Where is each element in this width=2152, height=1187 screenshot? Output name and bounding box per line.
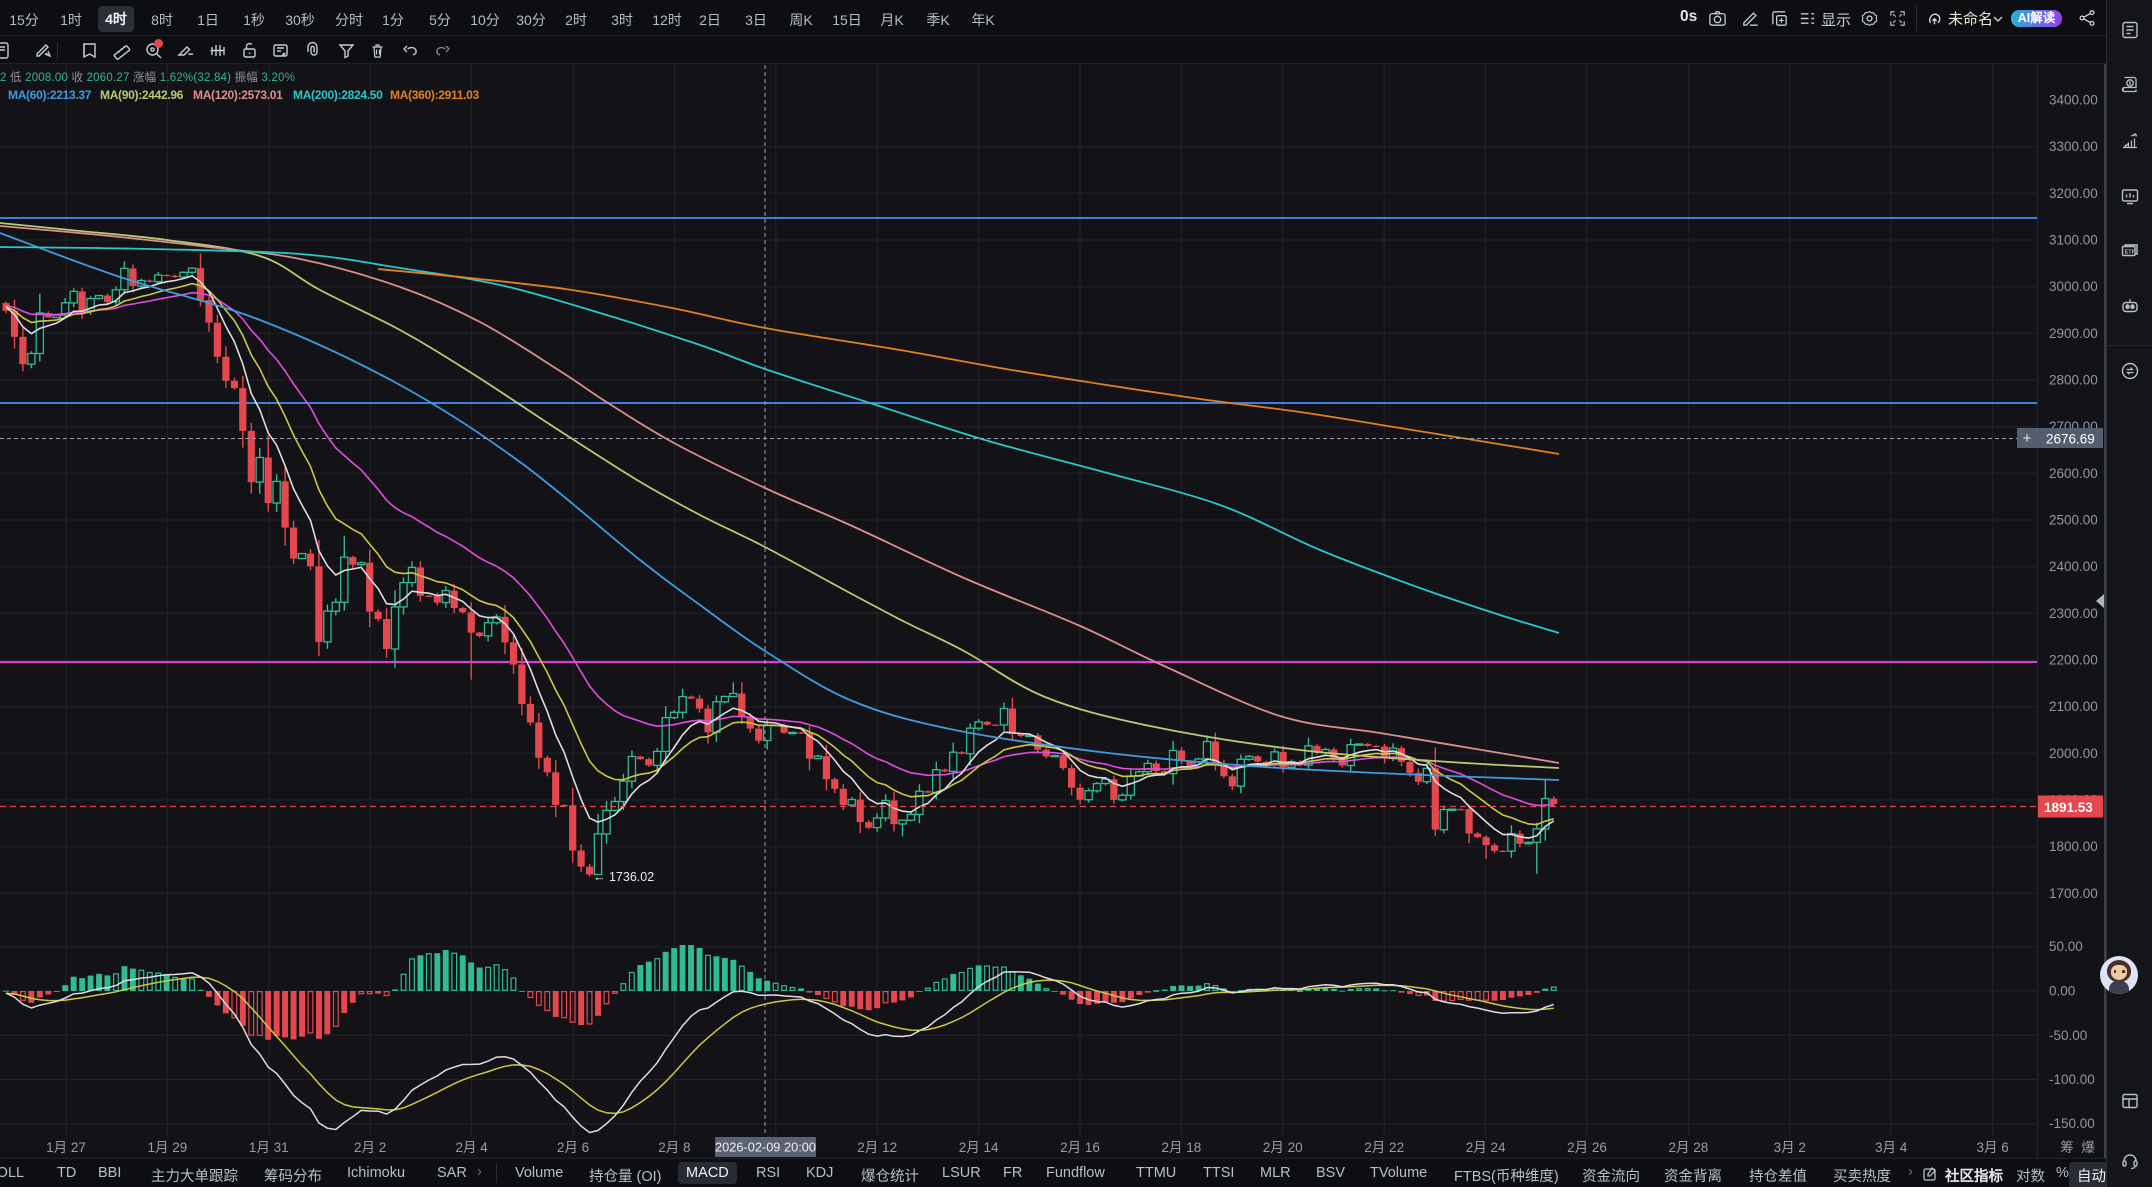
svg-text:3300.00: 3300.00 [2049, 139, 2098, 154]
svg-text:2月 24: 2月 24 [1466, 1140, 1506, 1155]
svg-text:2月 2: 2月 2 [354, 1140, 386, 1155]
svg-text:2月 22: 2月 22 [1364, 1140, 1404, 1155]
svg-text:2月 18: 2月 18 [1162, 1140, 1202, 1155]
svg-text:← 1736.02: ← 1736.02 [593, 870, 654, 884]
svg-text:2月 26: 2月 26 [1567, 1140, 1607, 1155]
svg-text:+: + [2023, 430, 2032, 447]
svg-text:1800.00: 1800.00 [2049, 839, 2098, 854]
svg-text:3200.00: 3200.00 [2049, 186, 2098, 201]
svg-text:2月 6: 2月 6 [557, 1140, 589, 1155]
svg-text:MA(200):2824.50: MA(200):2824.50 [293, 88, 383, 102]
svg-text:2月 8: 2月 8 [658, 1140, 690, 1155]
svg-text:3400.00: 3400.00 [2049, 93, 2098, 108]
svg-text:1月 31: 1月 31 [249, 1140, 289, 1155]
svg-text:2月 16: 2月 16 [1060, 1140, 1100, 1155]
svg-text:2月 28: 2月 28 [1669, 1140, 1709, 1155]
svg-text:50.00: 50.00 [2049, 939, 2083, 954]
svg-text:3100.00: 3100.00 [2049, 233, 2098, 248]
svg-text:1月 27: 1月 27 [46, 1140, 86, 1155]
svg-text:MA(120):2573.01: MA(120):2573.01 [193, 88, 283, 102]
svg-text:2月 20: 2月 20 [1263, 1140, 1303, 1155]
svg-text:2900.00: 2900.00 [2049, 326, 2098, 341]
svg-text:0.00: 0.00 [2049, 984, 2075, 999]
svg-text:2600.00: 2600.00 [2049, 466, 2098, 481]
svg-text:-50.00: -50.00 [2049, 1028, 2087, 1043]
svg-text:2000.00: 2000.00 [2049, 746, 2098, 761]
svg-text:ETF: ETF [2125, 249, 2136, 255]
svg-text:2100.00: 2100.00 [2049, 699, 2098, 714]
svg-text:1891.53: 1891.53 [2044, 800, 2093, 815]
svg-text:2 低 2008.00 收 2060.27 涨幅 1.62%: 2 低 2008.00 收 2060.27 涨幅 1.62%(32.84) 振幅… [0, 70, 295, 84]
svg-text:2026-02-09 20:00: 2026-02-09 20:00 [715, 1140, 816, 1155]
svg-text:爆: 爆 [2081, 1140, 2095, 1155]
svg-text:MA(360):2911.03: MA(360):2911.03 [390, 88, 480, 102]
svg-text:3月 4: 3月 4 [1875, 1140, 1908, 1155]
svg-text:-100.00: -100.00 [2049, 1072, 2095, 1087]
svg-text:-150.00: -150.00 [2049, 1116, 2095, 1131]
svg-text:2500.00: 2500.00 [2049, 513, 2098, 528]
svg-text:1700.00: 1700.00 [2049, 886, 2098, 901]
svg-text:3月 2: 3月 2 [1774, 1140, 1806, 1155]
svg-text:MA(60):2213.37: MA(60):2213.37 [8, 88, 92, 102]
svg-text:2676.69: 2676.69 [2046, 432, 2095, 447]
svg-text:2800.00: 2800.00 [2049, 373, 2098, 388]
svg-text:筹: 筹 [2060, 1139, 2074, 1155]
svg-text:2200.00: 2200.00 [2049, 653, 2098, 668]
svg-text:2400.00: 2400.00 [2049, 559, 2098, 574]
svg-text:2月 12: 2月 12 [857, 1140, 897, 1155]
svg-text:3月 6: 3月 6 [1976, 1140, 2008, 1155]
svg-text:2月 4: 2月 4 [455, 1140, 488, 1155]
svg-text:MA(90):2442.96: MA(90):2442.96 [100, 88, 184, 102]
svg-text:2300.00: 2300.00 [2049, 606, 2098, 621]
svg-text:1月 29: 1月 29 [148, 1140, 188, 1155]
svg-text:3000.00: 3000.00 [2049, 279, 2098, 294]
svg-text:2月 14: 2月 14 [959, 1140, 999, 1155]
